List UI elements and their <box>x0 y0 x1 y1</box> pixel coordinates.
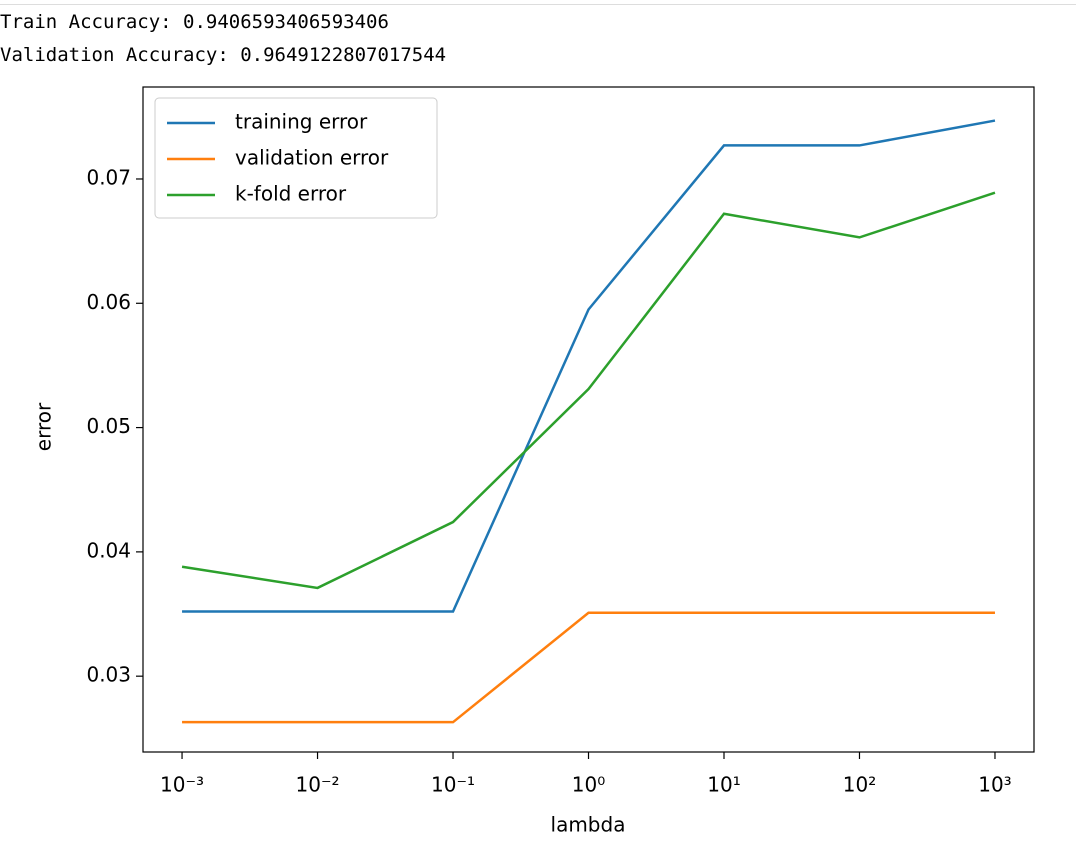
cell-output: Train Accuracy: 0.9406593406593406 Valid… <box>0 6 1076 72</box>
cell-border <box>0 0 1076 5</box>
legend-label: k-fold error <box>235 182 347 206</box>
y-tick-label: 0.03 <box>86 663 131 687</box>
x-tick-label: 10² <box>843 773 876 797</box>
output-line: Train Accuracy: 0.9406593406593406 <box>0 11 389 33</box>
output-line: Validation Accuracy: 0.9649122807017544 <box>0 44 447 66</box>
y-tick-label: 0.04 <box>86 538 131 562</box>
legend-label: validation error <box>235 146 389 170</box>
plot-frame <box>142 86 1035 753</box>
x-tick-label: 10⁻² <box>296 773 340 797</box>
line-series <box>182 119 996 613</box>
y-axis-label: error <box>32 402 56 451</box>
x-tick-label: 10⁻³ <box>160 773 204 797</box>
x-tick-label: 10³ <box>978 773 1011 797</box>
legend-box <box>154 97 438 219</box>
line-series <box>181 191 996 590</box>
x-tick-label: 10¹ <box>707 773 740 797</box>
y-tick-label: 0.05 <box>86 414 131 438</box>
x-tick-label: 10⁰ <box>572 773 605 797</box>
y-tick-label: 0.07 <box>86 165 131 189</box>
x-axis-label: lambda <box>551 813 626 837</box>
line-series <box>182 611 995 724</box>
legend-label: training error <box>235 110 368 134</box>
x-tick-label: 10⁻¹ <box>431 773 475 797</box>
y-tick-label: 0.06 <box>86 290 131 314</box>
